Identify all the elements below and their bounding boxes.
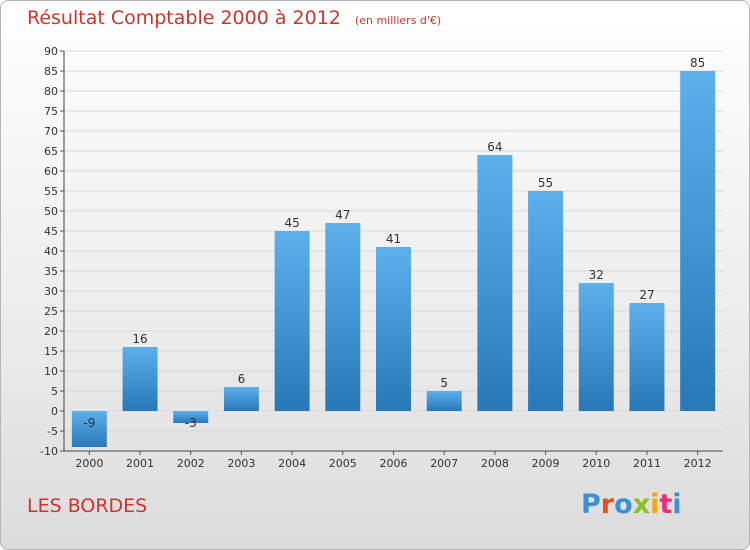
value-label-2005: 47 (335, 208, 350, 222)
bar-2001 (122, 347, 158, 411)
x-tick-label-2006: 2006 (380, 457, 408, 470)
y-tick-label: 80 (44, 85, 58, 98)
x-tick-label-2004: 2004 (278, 457, 306, 470)
x-tick-label-2003: 2003 (227, 457, 255, 470)
bar-2008 (477, 155, 513, 411)
x-tick-label-2012: 2012 (684, 457, 712, 470)
y-tick-label: 25 (44, 305, 58, 318)
chart-subtitle: (en milliers d'€) (354, 14, 442, 27)
bar-2010 (578, 283, 614, 411)
value-labels: -9 16 -3 6 45 47 41 5 64 55 32 27 85 (83, 56, 705, 430)
y-tick-label: 35 (44, 265, 58, 278)
bar-2003 (223, 387, 259, 411)
value-label-2003: 6 (238, 372, 246, 386)
y-tick-label: 10 (44, 365, 58, 378)
axes: -10-505101520253035404550556065707580859… (40, 45, 723, 470)
y-tick-label: -10 (40, 445, 58, 458)
logo-letter: i (672, 489, 682, 520)
y-tick-label: 85 (44, 65, 58, 78)
x-tick-label-2000: 2000 (75, 457, 103, 470)
y-tick-label: 40 (44, 245, 58, 258)
bars (71, 71, 716, 447)
bar-2012 (680, 71, 716, 411)
logo-letter: x (632, 489, 651, 520)
bar-2004 (274, 231, 310, 411)
y-tick-label: 45 (44, 225, 58, 238)
y-tick-label: 75 (44, 105, 58, 118)
y-tick-label: 55 (44, 185, 58, 198)
proxiti-logo[interactable]: Proxiti (581, 489, 682, 520)
bar-2005 (325, 223, 361, 411)
commune-name: LES BORDES (27, 495, 148, 517)
x-tick-label-2010: 2010 (582, 457, 610, 470)
logo-letter: i (650, 489, 660, 520)
value-label-2004: 45 (284, 216, 299, 230)
bar-2011 (629, 303, 665, 411)
logo-letter: t (659, 489, 673, 520)
chart-title: Résultat Comptable 2000 à 2012 (en milli… (27, 7, 441, 29)
x-tick-label-2011: 2011 (633, 457, 661, 470)
bar-2007 (426, 391, 462, 411)
y-tick-label: 30 (44, 285, 58, 298)
y-tick-label: 20 (44, 325, 58, 338)
value-label-2002: -3 (185, 416, 197, 430)
x-tick-label-2009: 2009 (532, 457, 560, 470)
logo-letter: P (581, 489, 601, 520)
value-label-2009: 55 (538, 176, 553, 190)
bar-2002 (173, 411, 209, 423)
bar-2000 (71, 411, 107, 447)
x-tick-label-2007: 2007 (430, 457, 458, 470)
y-tick-label: 65 (44, 145, 58, 158)
value-label-2001: 16 (132, 332, 147, 346)
x-tick-label-2005: 2005 (329, 457, 357, 470)
y-tick-label: -5 (47, 425, 58, 438)
value-label-2010: 32 (589, 268, 604, 282)
value-label-2008: 64 (487, 140, 502, 154)
value-label-2007: 5 (440, 376, 448, 390)
y-tick-label: 5 (51, 385, 58, 398)
y-tick-label: 15 (44, 345, 58, 358)
x-tick-label-2008: 2008 (481, 457, 509, 470)
x-tick-label-2002: 2002 (177, 457, 205, 470)
value-label-2000: -9 (83, 416, 95, 430)
value-label-2006: 41 (386, 232, 401, 246)
bar-2006 (376, 247, 411, 411)
x-tick-label-2001: 2001 (126, 457, 154, 470)
chart-title-text: Résultat Comptable 2000 à 2012 (27, 7, 341, 29)
y-tick-label: 60 (44, 165, 58, 178)
y-tick-label: 50 (44, 205, 58, 218)
y-tick-label: 90 (44, 45, 58, 58)
logo-letter: o (614, 489, 633, 520)
value-label-2012: 85 (690, 56, 705, 70)
value-label-2011: 27 (639, 288, 654, 302)
y-tick-label: 0 (51, 405, 58, 418)
bar-2009 (528, 191, 564, 411)
y-tick-label: 70 (44, 125, 58, 138)
logo-letter: r (600, 489, 615, 520)
